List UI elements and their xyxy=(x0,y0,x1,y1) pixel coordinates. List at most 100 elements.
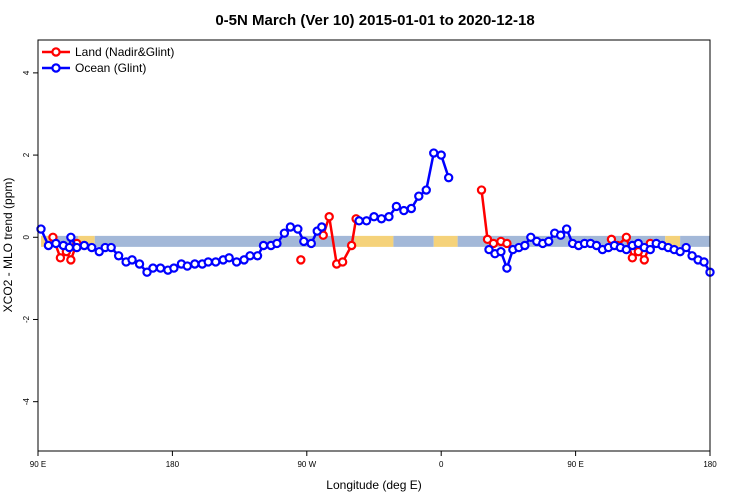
legend-swatch-marker-land xyxy=(51,47,61,57)
ocean-data-point xyxy=(252,251,263,261)
x-tick-label: 90 E xyxy=(30,460,46,469)
ocean-data-point xyxy=(258,240,269,251)
ocean-data-point xyxy=(169,263,179,273)
plot-frame xyxy=(37,39,711,452)
ocean-data-point xyxy=(406,203,417,214)
ocean-data-point xyxy=(94,246,104,257)
y-tick-label: -2 xyxy=(22,315,31,323)
ocean-data-point xyxy=(354,216,364,226)
land-data-point xyxy=(346,240,357,251)
land-data-point xyxy=(66,255,76,265)
ocean-data-point xyxy=(36,224,46,234)
ocean-data-point xyxy=(127,255,137,265)
ocean-data-point xyxy=(211,257,221,267)
ocean-data-point xyxy=(544,236,554,247)
y-tick-label: 4 xyxy=(22,70,31,75)
ocean-data-point xyxy=(414,191,424,201)
x-tick-label: 90 W xyxy=(297,460,316,469)
ocean-data-point xyxy=(239,255,249,265)
chart-title: 0-5N March (Ver 10) 2015-01-01 to 2020-1… xyxy=(215,12,534,29)
ocean-data-point xyxy=(272,238,282,249)
ocean-data-point xyxy=(285,222,296,232)
ocean-data-point xyxy=(224,253,234,263)
ocean-data-point xyxy=(113,251,124,261)
ocean-data-point xyxy=(106,242,116,253)
land-data-point xyxy=(55,253,66,263)
land-data-point xyxy=(337,257,348,267)
ocean-data-point xyxy=(231,257,242,267)
ocean-data-point xyxy=(633,238,644,249)
ocean-data-point xyxy=(142,267,152,277)
ocean-data-point xyxy=(484,244,494,255)
ocean-data-point xyxy=(687,251,697,261)
ocean-data-point xyxy=(293,224,303,234)
ocean-data-point xyxy=(496,246,506,257)
land-data-point xyxy=(621,232,632,242)
ocean-data-point xyxy=(675,246,685,257)
legend: Land (Nadir&Glint) Ocean (Glint) xyxy=(42,45,174,75)
y-tick-label: -4 xyxy=(22,398,31,406)
ocean-data-point xyxy=(443,172,454,183)
ocean-data-point xyxy=(391,201,402,212)
ocean-data-point xyxy=(155,263,166,273)
legend-label-ocean: Ocean (Glint) xyxy=(75,61,146,75)
x-tick-label: 0 xyxy=(439,460,444,469)
ocean-data-point xyxy=(699,257,709,267)
ocean-data-point xyxy=(134,259,145,269)
land-data-point xyxy=(296,255,306,265)
land-data-point xyxy=(502,238,512,249)
x-tick-label: 180 xyxy=(703,460,717,469)
ocean-data-point xyxy=(561,224,572,234)
y-axis: -4 -2 0 2 4 xyxy=(22,70,38,405)
ocean-data-point xyxy=(436,150,446,160)
ocean-data-point xyxy=(591,240,602,251)
land-data-point xyxy=(476,185,487,195)
land-data-point xyxy=(639,255,649,265)
ocean-data-point xyxy=(317,222,327,232)
ocean-data-point xyxy=(66,232,76,242)
ocean-data-point xyxy=(245,251,255,261)
land-data-point xyxy=(482,234,493,245)
ocean-data-point xyxy=(681,242,691,253)
ocean-data-point xyxy=(51,238,61,249)
ocean-data-point xyxy=(306,238,316,249)
ocean-data-point xyxy=(399,205,409,216)
land-data-point xyxy=(627,253,638,263)
land-data-point xyxy=(318,230,328,240)
ocean-data-point xyxy=(79,240,89,251)
x-tick-label: 90 E xyxy=(567,460,583,469)
legend-label-land: Land (Nadir&Glint) xyxy=(75,45,174,59)
ocean-data-point xyxy=(87,242,97,253)
ocean-data-point xyxy=(429,148,439,158)
ocean-data-point xyxy=(182,261,193,271)
ocean-data-point xyxy=(645,244,655,255)
ocean-data-point xyxy=(203,257,213,267)
x-axis-label: Longitude (deg E) xyxy=(326,478,421,492)
legend-swatch-marker-ocean xyxy=(51,63,61,73)
ocean-data-point xyxy=(64,242,75,253)
ocean-data-point xyxy=(621,244,632,255)
ocean-data-point xyxy=(299,236,309,247)
ocean-data-point xyxy=(502,263,512,273)
x-axis: 90 E 180 90 W 0 90 E 180 xyxy=(30,451,717,469)
series-layer xyxy=(36,148,715,277)
ocean-data-point xyxy=(43,240,54,251)
ocean-data-point xyxy=(376,214,387,224)
land-data-point xyxy=(324,212,334,222)
ocean-data-point xyxy=(421,185,431,195)
y-axis-label: XCO2 - MLO trend (ppm) xyxy=(1,178,15,313)
ocean-data-point xyxy=(279,228,290,238)
ocean-data-point xyxy=(526,232,536,242)
ocean-data-point xyxy=(520,240,530,251)
y-tick-label: 0 xyxy=(22,235,31,240)
ocean-data-point xyxy=(190,259,200,269)
ocean-data-point xyxy=(555,230,566,240)
ocean-data-point xyxy=(148,263,158,273)
y-tick-label: 2 xyxy=(22,152,31,157)
ocean-data-point xyxy=(369,212,379,222)
ocean-data-point xyxy=(384,212,394,222)
x-tick-label: 180 xyxy=(166,460,180,469)
ocean-data-point xyxy=(361,216,372,226)
ocean-data-point xyxy=(72,242,82,253)
